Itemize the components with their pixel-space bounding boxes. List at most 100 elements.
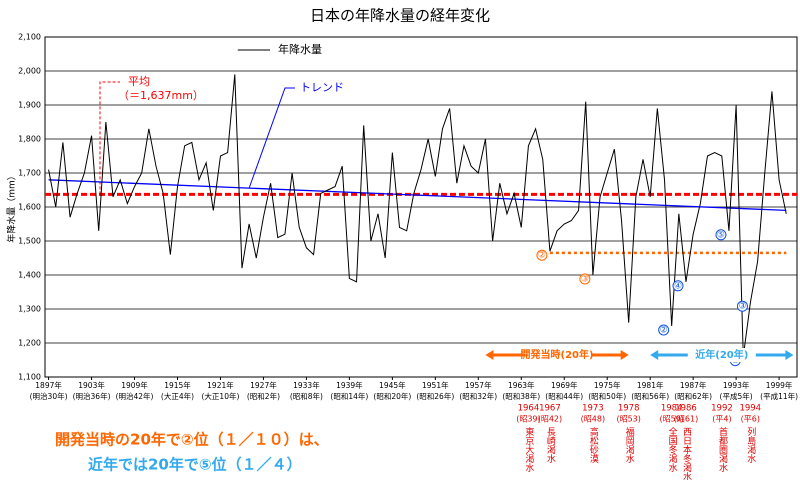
- drought-era: (昭39): [516, 415, 540, 424]
- x-tick-label: 1963年: [508, 380, 535, 390]
- x-tick-era: (昭和20年): [373, 391, 411, 401]
- rank-label: ②: [538, 251, 546, 261]
- drought-name: 東京大渇水: [523, 426, 534, 472]
- rank-marker: [579, 273, 591, 285]
- drought-name: 列島渇水: [745, 426, 756, 463]
- x-tick-era: (大正4年): [161, 391, 194, 401]
- y-tick-label: 2,000: [18, 67, 41, 76]
- x-tick-label: 1939年: [336, 380, 363, 390]
- x-tick-label: 1993年: [723, 380, 750, 390]
- drought-name: 首都圏渇水: [717, 426, 728, 472]
- trend-label: トレンド: [300, 81, 344, 94]
- arrow-head: [785, 350, 794, 360]
- y-tick-label: 1,700: [18, 169, 41, 178]
- y-tick-label: 1,800: [18, 135, 41, 144]
- x-tick-era: (昭和32年): [459, 391, 497, 401]
- drought-year: 1964: [518, 404, 540, 414]
- x-tick-label: 1975年: [594, 380, 621, 390]
- rank-label: ④: [674, 281, 682, 291]
- x-tick-era: (昭和2年): [247, 391, 280, 401]
- x-tick-label: 1981年: [637, 380, 664, 390]
- period-box: [523, 348, 592, 362]
- drought-year: 1978: [618, 404, 640, 414]
- trend-line: [48, 179, 787, 212]
- y-tick-label: 1,200: [18, 339, 41, 348]
- rank-marker: [715, 229, 727, 241]
- drought-name: 西日本冬渇水: [681, 427, 692, 480]
- x-tick-era: (昭和26年): [416, 391, 454, 401]
- period-box: [687, 348, 756, 362]
- y-tick-label: 1,500: [18, 237, 41, 246]
- x-tick-label: 1933年: [293, 380, 320, 390]
- drought-era: (昭53): [616, 415, 640, 424]
- x-tick-label: 1903年: [78, 380, 105, 390]
- series-label: 年降水量: [278, 42, 322, 56]
- x-tick-label: 1897年: [35, 380, 62, 390]
- note: 近年では20年で⑤位（１／４）: [88, 456, 302, 474]
- x-tick-era: (平成5年): [720, 391, 753, 401]
- x-tick-era: (明治42年): [116, 391, 154, 401]
- x-tick-label: 1951年: [422, 380, 449, 390]
- x-tick-era: (明治36年): [73, 391, 111, 401]
- mean-pointer: [99, 81, 120, 195]
- y-tick-label: 2,100: [18, 33, 41, 42]
- drought-era: (昭48): [581, 415, 605, 424]
- y-tick-label: 1,600: [18, 203, 41, 212]
- y-tick-label: 1,400: [18, 271, 41, 280]
- drought-name: 福岡渇水: [624, 426, 635, 463]
- drought-era: (平6): [741, 415, 760, 424]
- x-tick-era: (昭和62年): [674, 391, 712, 401]
- x-tick-label: 1999年: [766, 380, 793, 390]
- rank-label: ②: [660, 326, 668, 336]
- x-tick-label: 1921年: [207, 380, 234, 390]
- drought-era: (昭42): [538, 415, 562, 424]
- x-tick-era: (昭和50年): [588, 391, 626, 401]
- x-tick-era: (大正10年): [202, 391, 240, 401]
- x-tick-era: (昭和56年): [631, 391, 669, 401]
- chart-title: 日本の年降水量の経年変化: [310, 7, 490, 25]
- x-tick-label: 1969年: [551, 380, 578, 390]
- rank-label: ③: [581, 275, 589, 285]
- mean-label: 平均: [128, 75, 150, 88]
- x-tick-label: 1909年: [121, 380, 148, 390]
- arrow-head: [620, 350, 629, 360]
- drought-name: 全国冬渇水: [667, 426, 678, 472]
- arrow-head: [650, 350, 659, 360]
- y-tick-label: 1,100: [18, 373, 41, 382]
- rank-marker: [672, 280, 684, 292]
- series-line: [48, 74, 787, 357]
- rank-marker: [536, 249, 548, 261]
- drought-year: 1986: [675, 404, 697, 414]
- x-tick-label: 1927年: [250, 380, 277, 390]
- arrow-head: [485, 350, 494, 360]
- x-tick-era: (平成11年): [760, 391, 798, 401]
- x-tick-label: 1915年: [164, 380, 191, 390]
- x-tick-era: (明治30年): [30, 391, 68, 401]
- y-tick-label: 1,900: [18, 101, 41, 110]
- note: 開発当時の20年で②位（１／１０）は、: [55, 431, 329, 449]
- y-axis-label: 年降水量（mm）: [6, 171, 18, 243]
- rank-label: ③: [738, 302, 746, 312]
- drought-year: 1992: [711, 404, 733, 414]
- period-label: 開発当時(20年): [521, 348, 594, 361]
- x-tick-label: 1945年: [379, 380, 406, 390]
- drought-era: (昭61): [674, 415, 698, 424]
- drought-era: (平4): [712, 415, 731, 424]
- x-tick-era: (昭和38年): [502, 391, 540, 401]
- drought-name: 高松砂漠: [588, 426, 599, 464]
- x-tick-label: 1987年: [680, 380, 707, 390]
- drought-year: 1994: [739, 404, 761, 414]
- period-label: 近年(20年): [695, 348, 748, 361]
- rank-marker: [658, 324, 670, 336]
- x-tick-era: (昭和44年): [545, 391, 583, 401]
- rank-label: ⑤: [717, 230, 725, 240]
- drought-year: 1984: [661, 404, 683, 414]
- drought-era: (昭59): [659, 415, 683, 424]
- drought-year: 1973: [582, 404, 604, 414]
- rank-marker: [736, 300, 748, 312]
- y-tick-label: 1,300: [18, 305, 41, 314]
- drought-name: 長崎渇水: [545, 427, 556, 463]
- mean-label: （＝1,637mm）: [118, 89, 204, 102]
- x-tick-era: (昭和14年): [330, 391, 368, 401]
